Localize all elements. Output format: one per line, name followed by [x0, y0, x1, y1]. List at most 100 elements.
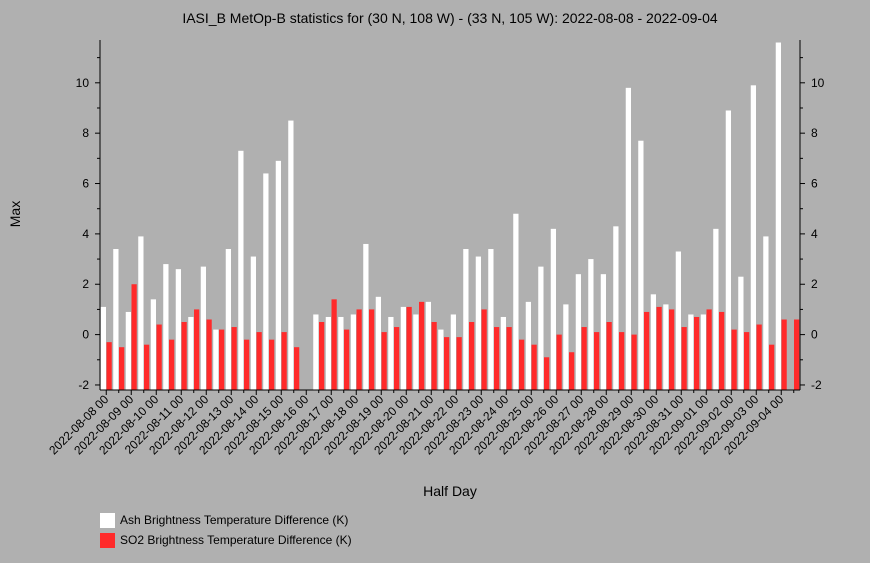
so2-bar — [256, 332, 262, 390]
ash-bar — [288, 120, 294, 390]
y-tick-label-left: 6 — [82, 177, 89, 191]
ash-bar — [475, 256, 481, 390]
so2-bar — [531, 344, 537, 390]
y-tick-label-right: 0 — [811, 328, 818, 342]
x-axis-label: Half Day — [423, 483, 477, 499]
ash-bar — [438, 329, 444, 390]
ash-bar — [313, 314, 319, 390]
ash-bar — [675, 251, 681, 390]
ash-bar — [738, 276, 744, 390]
so2-bar — [656, 306, 662, 390]
so2-bar — [356, 309, 362, 390]
so2-bar — [644, 311, 650, 390]
so2-bar — [731, 329, 737, 390]
so2-bar — [194, 309, 200, 390]
so2-bar — [719, 311, 725, 390]
ash-bar — [488, 248, 494, 390]
so2-bar — [444, 337, 450, 390]
so2-bar — [419, 301, 425, 390]
y-tick-label-left: 10 — [76, 76, 90, 90]
so2-bar — [456, 337, 462, 390]
so2-bar — [369, 309, 375, 390]
y-tick-label-left: -2 — [78, 378, 89, 392]
so2-bar — [569, 352, 575, 390]
y-tick-label-right: 10 — [811, 76, 825, 90]
so2-bar — [669, 309, 675, 390]
so2-bar — [769, 344, 775, 390]
ash-bar — [688, 314, 694, 390]
so2-bar — [469, 322, 475, 390]
so2-bar — [119, 347, 125, 390]
so2-bar — [556, 334, 562, 390]
ash-bar — [413, 314, 419, 390]
ash-bar — [350, 314, 356, 390]
so2-bar — [144, 344, 150, 390]
ash-bar — [225, 248, 231, 390]
so2-bar — [481, 309, 487, 390]
so2-bar — [631, 334, 637, 390]
so2-bar — [169, 339, 175, 390]
so2-bar — [219, 329, 225, 390]
y-tick-label-left: 2 — [82, 277, 89, 291]
ash-bar — [425, 301, 431, 390]
so2-bar — [606, 322, 612, 390]
so2-bar — [781, 319, 787, 390]
ash-bar — [725, 110, 731, 390]
so2-bar — [106, 342, 112, 390]
so2-bar — [319, 322, 325, 390]
so2-bar — [181, 322, 187, 390]
ash-bar — [775, 42, 781, 391]
ash-bar — [750, 85, 756, 390]
y-tick-label-right: 4 — [811, 227, 818, 241]
y-tick-label-right: 6 — [811, 177, 818, 191]
so2-bar — [519, 339, 525, 390]
ash-bar — [188, 316, 194, 390]
legend-label-ash: Ash Brightness Temperature Difference (K… — [120, 513, 349, 527]
so2-bar — [706, 309, 712, 390]
so2-bar — [431, 322, 437, 390]
ash-bar — [113, 248, 119, 390]
y-tick-label-left: 8 — [82, 126, 89, 140]
legend-swatch-so2 — [100, 532, 115, 548]
ash-bar — [513, 213, 519, 390]
legend-item-so2: SO2 Brightness Temperature Difference (K… — [100, 532, 352, 548]
so2-bar — [406, 306, 412, 390]
so2-bar — [244, 339, 250, 390]
ash-bar — [400, 306, 406, 390]
ash-bar — [588, 259, 594, 390]
ash-bar — [663, 304, 669, 390]
y-tick-label-left: 4 — [82, 227, 89, 241]
so2-bar — [269, 339, 275, 390]
so2-bar — [156, 324, 162, 390]
so2-bar — [794, 319, 800, 390]
ash-bar — [275, 160, 281, 390]
legend-label-so2: SO2 Brightness Temperature Difference (K… — [120, 533, 352, 547]
ash-bar — [600, 274, 606, 390]
so2-bar — [756, 324, 762, 390]
so2-bar — [394, 327, 400, 390]
ash-bar — [763, 236, 769, 390]
y-tick-label-right: 2 — [811, 277, 818, 291]
ash-bar — [363, 243, 369, 390]
ash-bar — [638, 140, 644, 390]
ash-bar — [100, 306, 106, 390]
ash-bar — [238, 150, 244, 390]
ash-bar — [450, 314, 456, 390]
so2-bar — [231, 327, 237, 390]
ash-bar — [213, 329, 219, 390]
ash-bar — [613, 226, 619, 390]
so2-bar — [681, 327, 687, 390]
ash-bar — [538, 266, 544, 390]
so2-bar — [381, 332, 387, 390]
so2-bar — [744, 332, 750, 390]
so2-bar — [281, 332, 287, 390]
ash-bar — [138, 236, 144, 390]
ash-bar — [500, 316, 506, 390]
ash-bar — [250, 256, 256, 390]
y-tick-label-right: 8 — [811, 126, 818, 140]
ash-bar — [263, 173, 269, 390]
ash-bar — [200, 266, 206, 390]
y-tick-label-right: -2 — [811, 378, 822, 392]
ash-bar — [338, 316, 344, 390]
